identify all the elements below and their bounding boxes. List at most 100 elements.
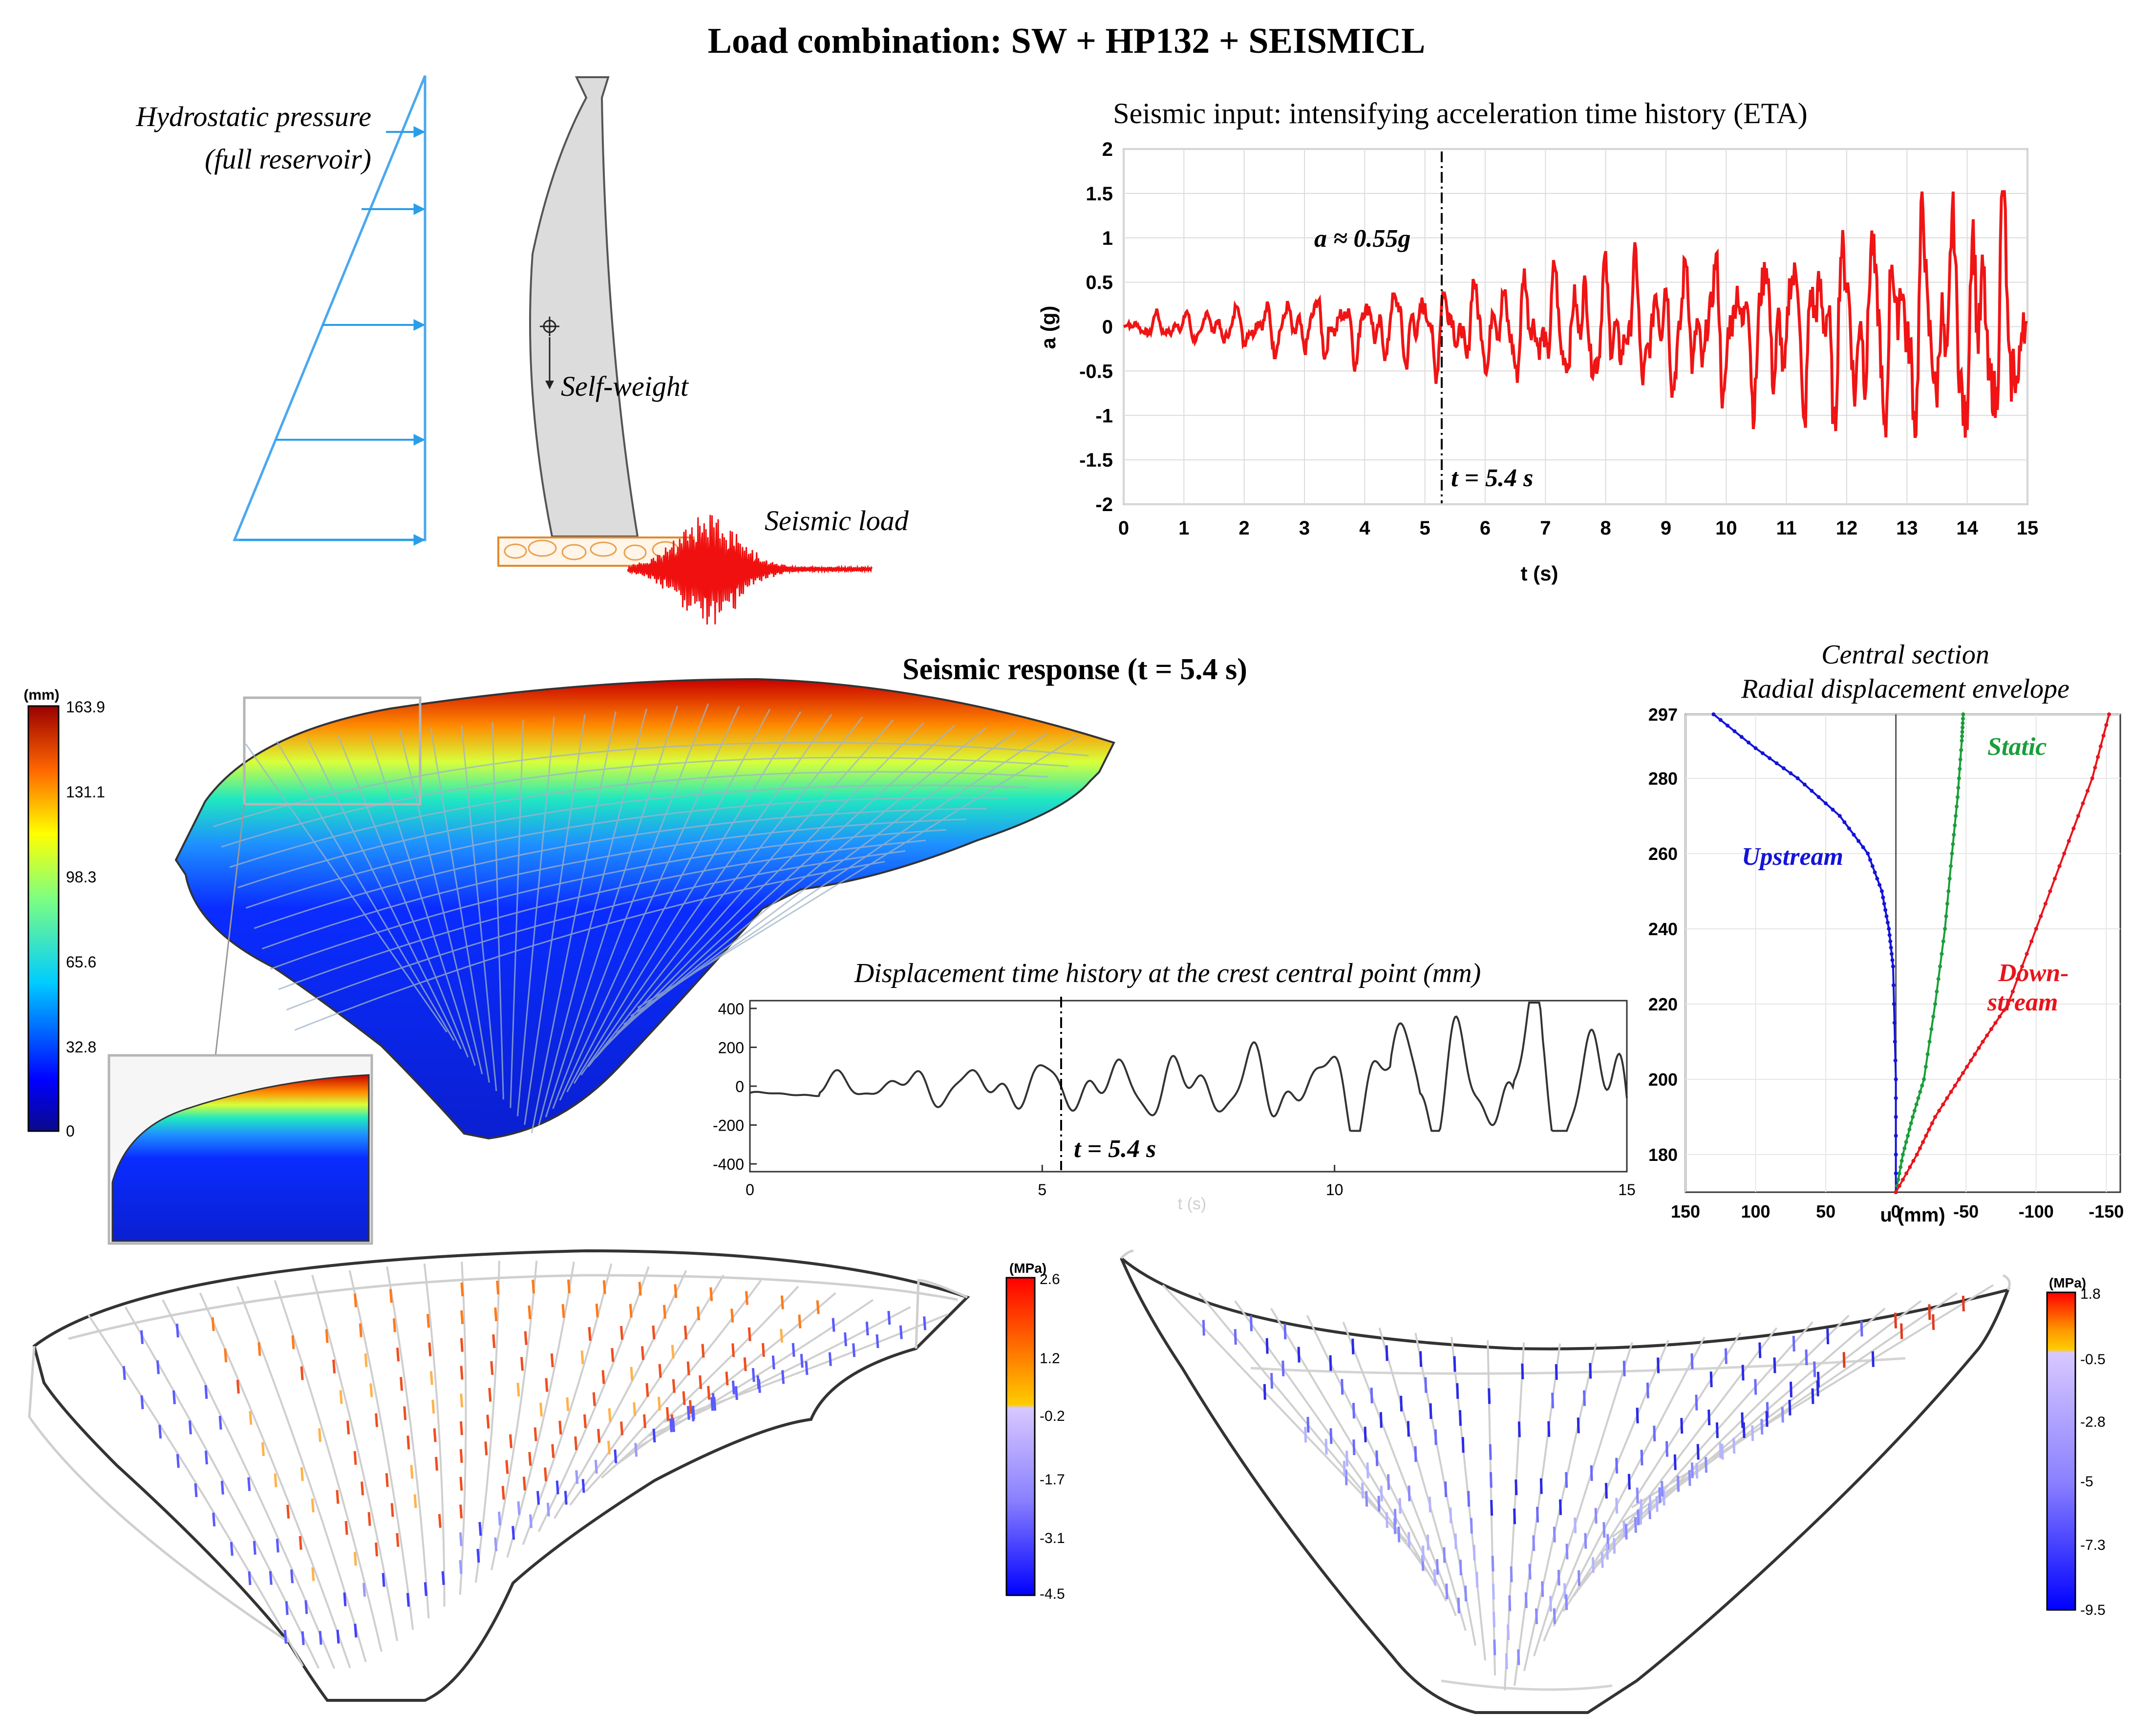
stress-right-dash [1555, 1364, 1558, 1380]
env-point-marker [1969, 1058, 1973, 1063]
stress-left-dash [761, 1343, 765, 1357]
stress-left-dash [707, 1386, 711, 1400]
stress-right-dash [1773, 1357, 1776, 1373]
stress-left-dash [551, 1444, 555, 1458]
env-point-marker [1930, 1121, 1934, 1125]
accel-x-tick: 0 [1118, 517, 1129, 539]
stress-left-dash [230, 1542, 234, 1556]
dam-grid-arc [286, 850, 906, 1011]
stress-left-dash [276, 1539, 279, 1553]
env-point-marker [1824, 801, 1828, 806]
disp-cb-tick: 163.9 [66, 698, 105, 716]
stress-left-rib [386, 1266, 430, 1619]
stress-left-dash [781, 1370, 785, 1384]
stress-left-dash [375, 1413, 379, 1427]
stress-left-dash [490, 1361, 494, 1375]
env-point-marker [1816, 795, 1821, 799]
stress-left-dash [575, 1470, 579, 1484]
env-point-marker [1781, 766, 1786, 771]
dam-grid-rib [587, 716, 863, 1067]
env-point-marker [2057, 864, 2062, 868]
stress-left-dash [798, 1314, 802, 1329]
stress-left-dash [224, 1348, 228, 1363]
stress-right-dash [1428, 1497, 1431, 1513]
stress-left-dash [652, 1325, 656, 1340]
accel-x-tick: 14 [1956, 517, 1978, 539]
stress-left-dash [771, 1355, 775, 1370]
stress-right-rib [1592, 1314, 1850, 1568]
stress-left-dash [460, 1282, 464, 1297]
accel-y-tick: 1 [1102, 228, 1113, 249]
env-point-marker [1935, 989, 1939, 994]
env-point-marker [1946, 889, 1951, 893]
env-plot-area [1685, 713, 2121, 1193]
stress-left-dash [459, 1477, 463, 1491]
stress-right-dash [1387, 1474, 1390, 1490]
stress-right-dash [1781, 1407, 1784, 1423]
stress-left-dash [460, 1310, 464, 1325]
env-point-marker [1894, 1096, 1898, 1100]
accel-y-label: a (g) [1037, 306, 1060, 349]
stress-right-dash [1549, 1596, 1552, 1612]
env-point-marker [1925, 1052, 1930, 1056]
stress-left-dash [285, 1601, 289, 1615]
env-point-marker [1959, 748, 1963, 752]
dam-grid-rib [461, 725, 497, 1092]
stress-left-dash [657, 1396, 661, 1411]
stress-right-dash [1634, 1517, 1637, 1533]
stress-left-dash [396, 1348, 400, 1362]
stress-left-dash [354, 1624, 358, 1638]
stress-left-dash [261, 1442, 265, 1457]
disp-x-tick: 15 [1618, 1181, 1636, 1199]
stress-left-dash [852, 1343, 856, 1357]
stress-right-rib [1342, 1322, 1457, 1616]
stress-left-rib [274, 1280, 383, 1652]
stress-left-dash [486, 1415, 490, 1429]
accel-x-tick: 3 [1299, 517, 1310, 539]
stress-left-dash [816, 1300, 820, 1314]
stress-right-dash [1380, 1485, 1383, 1501]
stress-right-dash [1792, 1335, 1795, 1352]
stress-right-dash [1565, 1472, 1568, 1488]
dam-grid-rib [245, 743, 448, 1033]
stress-left-dash [558, 1420, 562, 1435]
stress-left-dash [460, 1393, 464, 1408]
disp-cb-tick: 131.1 [66, 783, 105, 801]
stress-left-dash [364, 1353, 368, 1368]
stress-left-dash [429, 1371, 433, 1385]
env-y-tick: 240 [1648, 919, 1678, 939]
env-point-marker [1918, 1090, 1922, 1094]
stress-left-tick: 1.2 [1040, 1350, 1060, 1367]
dam-grid-rib [491, 722, 504, 1100]
env-point-marker [2107, 712, 2112, 716]
stress-right-dash [1900, 1323, 1903, 1339]
disp-x-tick: 5 [1038, 1181, 1046, 1199]
stress-right-dash [1719, 1442, 1722, 1458]
stress-left-dash [392, 1318, 396, 1332]
stress-left-dash [844, 1332, 848, 1347]
env-y-tick: 297 [1648, 705, 1678, 725]
stress-right-dash [1589, 1363, 1592, 1379]
env-point-marker [2002, 1008, 2006, 1012]
stress-left-rib [506, 1261, 575, 1558]
stress-left-dash [441, 1571, 445, 1586]
stress-right-rib [1533, 1342, 1633, 1656]
env-point-marker [1898, 1165, 1903, 1169]
hydrostatic-triangle [233, 75, 427, 546]
accel-series-line [1123, 190, 2028, 438]
dam-grid-rib [524, 714, 586, 1125]
stress-right-tick: -2.8 [2080, 1414, 2106, 1430]
stress-left-dash [865, 1321, 869, 1336]
stress-left-dash [332, 1359, 336, 1373]
stress-left-colorbar [1005, 1277, 1036, 1596]
stress-left-dash [751, 1368, 755, 1382]
stress-left-dash [460, 1338, 464, 1352]
env-point-marker [2048, 889, 2052, 893]
stress-left-dash [247, 1477, 251, 1491]
env-point-marker [1931, 1014, 1936, 1019]
stress-left-dash [674, 1284, 678, 1298]
stress-right-dash [1429, 1403, 1432, 1419]
stress-left-rib [585, 1280, 762, 1493]
stress-left-dash [725, 1372, 729, 1386]
seismic-load-signal [627, 514, 873, 625]
